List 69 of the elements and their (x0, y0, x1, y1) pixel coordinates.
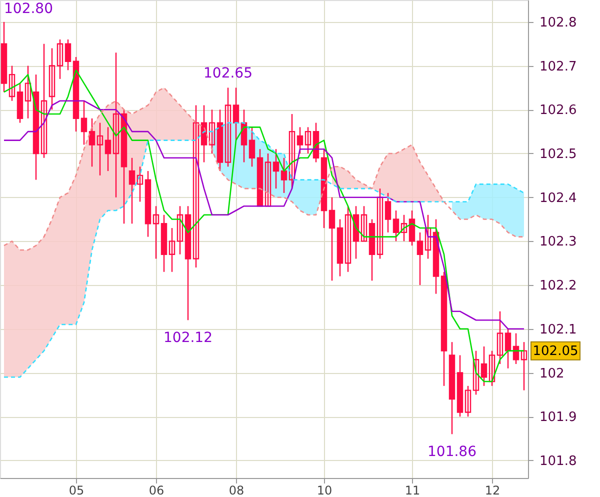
candlestick (136, 166, 144, 202)
y-tick-label: 101.8 (540, 454, 577, 469)
candlestick (64, 38, 72, 71)
x-tick-label: 12 (484, 484, 500, 497)
candlestick (328, 196, 336, 282)
candlestick (88, 118, 96, 168)
candlestick (520, 341, 528, 391)
candlestick (176, 206, 184, 255)
x-tick-label: 06 (148, 484, 164, 497)
candlestick (472, 350, 480, 396)
y-tick-label: 102 (540, 366, 564, 382)
candlestick (56, 38, 64, 80)
y-tick-label: 102.3 (540, 234, 577, 250)
line-series (3, 100, 525, 330)
candlestick (8, 65, 16, 102)
y-tick-label: 102.5 (540, 146, 577, 162)
x-tick-label: 11 (404, 484, 420, 497)
candlestick (504, 328, 512, 369)
candlestick (232, 87, 240, 141)
candlestick (104, 126, 112, 172)
candlestick (384, 192, 392, 234)
candlestick (200, 104, 208, 163)
candlestick (344, 206, 352, 272)
y-tick-label: 102.4 (540, 190, 577, 206)
candlestick (80, 100, 88, 146)
annotation: 102.12 (164, 330, 212, 346)
candlestick (248, 126, 256, 168)
text: 102.05 (532, 344, 578, 359)
candlestick (280, 157, 288, 194)
candlestick (40, 43, 48, 158)
candlestick (128, 157, 136, 224)
x-tick-label: 08 (228, 484, 244, 497)
candlestick (96, 122, 104, 176)
line-series (3, 87, 525, 251)
candlestick (208, 109, 216, 154)
x-tick-label: 05 (68, 484, 84, 497)
candlestick (392, 210, 400, 242)
candlestick (304, 126, 312, 154)
candlestick (152, 206, 160, 260)
annotation: 101.86 (428, 444, 477, 460)
candlestick (424, 214, 432, 260)
candlestick (48, 48, 56, 110)
candlestick (192, 104, 200, 268)
y-tick-label: 102.1 (540, 322, 577, 338)
candlestick (408, 210, 416, 246)
candlestick (376, 188, 384, 260)
candlestick (296, 126, 304, 154)
candlestick (24, 65, 32, 120)
y-tick-label: 102.6 (540, 103, 577, 118)
annotation: 102.80 (4, 1, 53, 17)
y-tick-label: 102.8 (540, 15, 577, 30)
y-tick-label: 101.9 (540, 410, 577, 426)
candlestick (264, 152, 272, 207)
candlestick (288, 113, 296, 190)
candlestick (224, 87, 232, 168)
y-tick-label: 102.7 (540, 59, 577, 74)
candlestick (488, 350, 496, 387)
y-tick-label: 102.2 (540, 278, 577, 294)
candlestick (496, 310, 504, 365)
candlestick (464, 385, 472, 418)
annotation: 102.65 (204, 66, 252, 82)
candlestick (272, 148, 280, 190)
x-tick-label: 10 (316, 484, 332, 497)
candlestick (168, 227, 176, 272)
candlestick (400, 214, 408, 242)
candlestick (360, 206, 368, 242)
candlestick (416, 232, 424, 286)
candlestick (112, 52, 120, 198)
candlestick (480, 346, 488, 387)
